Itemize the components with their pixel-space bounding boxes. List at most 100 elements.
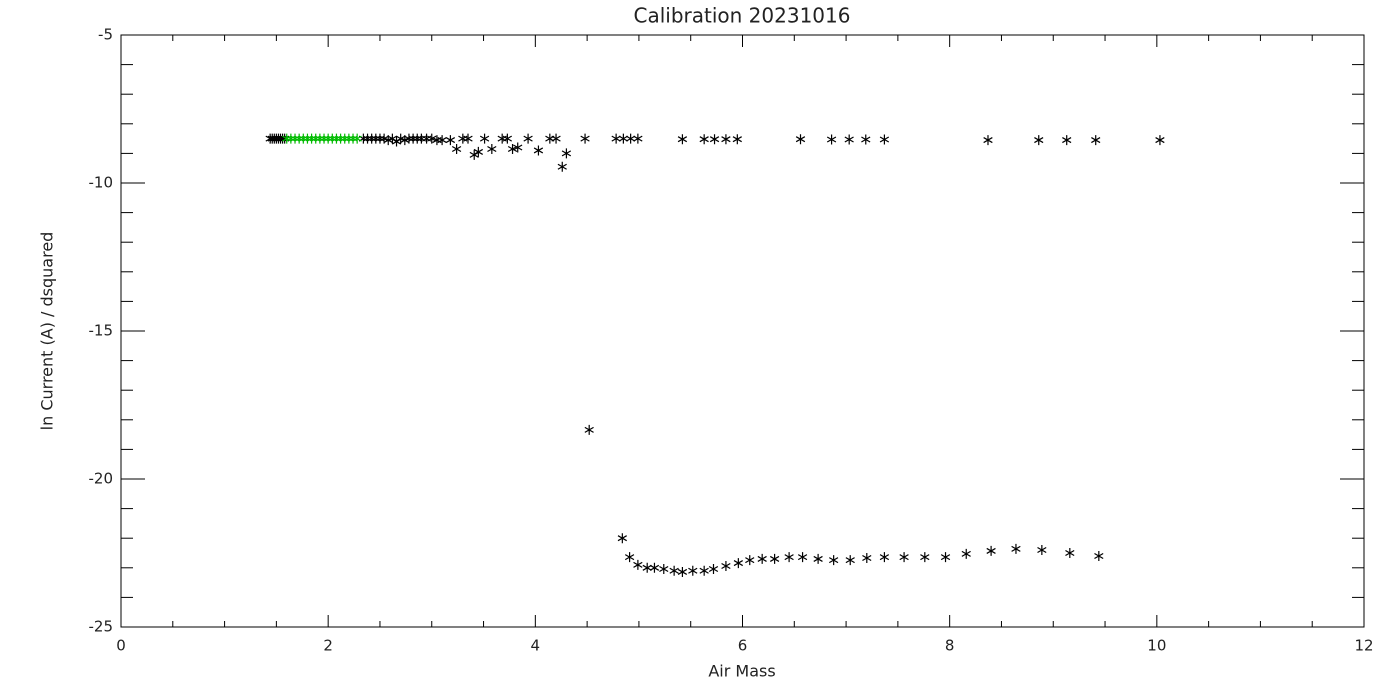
point: [845, 555, 855, 566]
point: [348, 133, 358, 144]
point: [677, 566, 688, 577]
chart-title: Calibration 20231016: [634, 4, 851, 28]
point: [784, 552, 794, 563]
x-tick-label: 10: [1147, 637, 1166, 655]
y-tick-label: -20: [89, 470, 114, 488]
point: [649, 562, 660, 573]
point: [732, 134, 742, 145]
point: [290, 133, 300, 144]
point: [813, 553, 823, 564]
point: [1037, 545, 1047, 556]
point: [294, 133, 304, 144]
point: [1011, 543, 1021, 554]
point: [408, 133, 418, 144]
point: [302, 133, 313, 144]
point: [769, 553, 780, 564]
point: [721, 134, 731, 145]
point: [286, 133, 296, 144]
point: [1034, 135, 1044, 146]
point: [340, 133, 350, 144]
point: [829, 555, 839, 566]
point: [745, 555, 755, 566]
point: [311, 133, 321, 144]
point: [826, 134, 837, 145]
point: [709, 134, 720, 145]
y-tick-label: -5: [98, 26, 113, 44]
point: [507, 143, 518, 154]
point: [362, 133, 373, 144]
point: [961, 548, 971, 559]
point: [920, 552, 930, 563]
y-tick-label: -15: [89, 322, 114, 340]
point: [940, 552, 951, 563]
point: [862, 553, 872, 564]
point: [617, 533, 627, 544]
x-axis-label: Air Mass: [708, 662, 775, 681]
point: [463, 133, 473, 144]
point: [319, 133, 329, 144]
point: [844, 134, 854, 145]
point: [1155, 135, 1165, 146]
point: [277, 133, 288, 144]
point: [487, 143, 497, 154]
point: [561, 148, 572, 159]
point: [533, 145, 544, 156]
point: [306, 133, 317, 144]
point: [513, 142, 523, 153]
x-tick-label: 2: [323, 637, 333, 655]
point: [624, 552, 635, 563]
point: [879, 134, 890, 145]
point: [298, 133, 308, 144]
point: [502, 133, 513, 144]
point: [618, 133, 629, 144]
point: [352, 133, 362, 144]
point: [669, 565, 679, 576]
point: [633, 559, 643, 570]
point: [899, 552, 909, 563]
point: [633, 133, 643, 144]
y-tick-label: -25: [89, 618, 114, 636]
point: [371, 133, 381, 144]
point: [557, 161, 567, 172]
point: [795, 134, 806, 145]
point: [282, 133, 292, 144]
x-tick-label: 6: [738, 637, 748, 655]
point: [699, 134, 709, 145]
point: [677, 134, 688, 145]
point: [327, 133, 337, 144]
point: [551, 133, 561, 144]
point: [708, 563, 719, 574]
point: [584, 424, 594, 435]
point: [797, 552, 808, 563]
y-tick-label: -10: [89, 174, 114, 192]
point: [445, 135, 456, 146]
point: [451, 143, 462, 154]
x-tick-label: 8: [945, 637, 955, 655]
x-tick-label: 4: [531, 637, 541, 655]
point: [473, 146, 484, 157]
point: [427, 133, 437, 144]
point: [437, 135, 447, 146]
point: [404, 133, 414, 144]
point: [1065, 548, 1075, 558]
point: [699, 565, 709, 576]
point: [688, 565, 698, 576]
x-tick-label: 0: [116, 637, 126, 655]
point: [721, 561, 731, 572]
point: [323, 133, 333, 144]
point: [523, 133, 533, 144]
point: [335, 133, 346, 144]
point: [861, 134, 871, 145]
point: [659, 563, 669, 574]
point: [367, 133, 377, 144]
point: [479, 133, 490, 144]
point: [1094, 550, 1104, 561]
point: [611, 133, 621, 144]
point: [757, 553, 767, 564]
point: [331, 133, 342, 144]
point: [1091, 135, 1101, 146]
x-tick-label: 12: [1354, 637, 1373, 655]
point: [315, 133, 325, 144]
